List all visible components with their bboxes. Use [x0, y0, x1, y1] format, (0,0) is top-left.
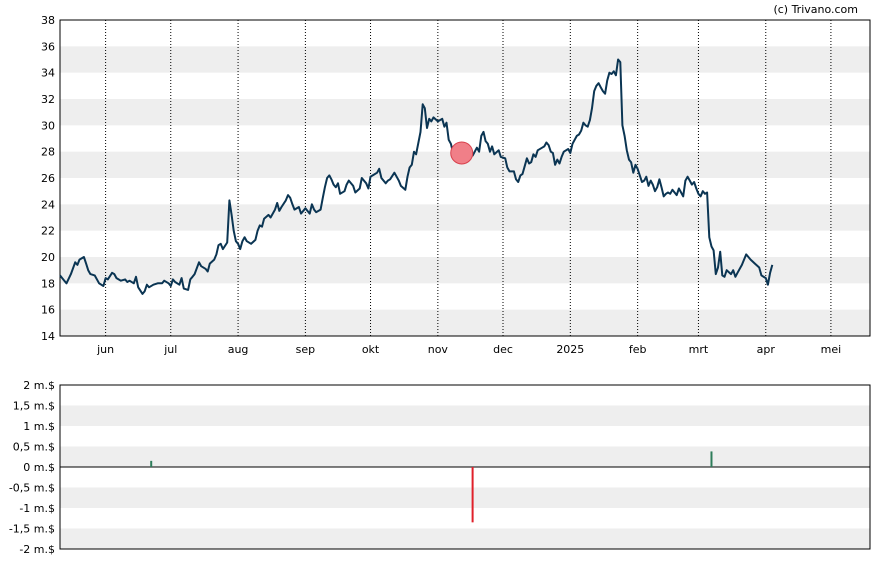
y-tick-label: -1,5 m.$ [9, 523, 55, 536]
y-tick-label: -1 m.$ [19, 502, 55, 515]
x-tick-label: mei [821, 343, 842, 356]
y-tick-label: -2 m.$ [19, 543, 55, 556]
y-tick-label: 36 [41, 40, 55, 53]
x-tick-label: aug [228, 343, 249, 356]
event-marker [450, 141, 474, 165]
x-tick-label: jul [163, 343, 177, 356]
grid-band [60, 528, 870, 549]
y-tick-label: 2 m.$ [23, 379, 55, 392]
grid-band [60, 204, 870, 231]
plot-frame [59, 19, 871, 337]
y-tick-label: 32 [41, 93, 55, 106]
y-tick-label: 0 m.$ [23, 461, 55, 474]
x-tick-label: sep [296, 343, 315, 356]
x-tick-label: feb [629, 343, 647, 356]
y-tick-label: 18 [41, 277, 55, 290]
x-tick-label: mrt [689, 343, 709, 356]
price-line-chart: 14 16 18 20 22 24 26 28 30 32 34 36 38 jun jul aug sep ok… [41, 14, 871, 356]
grid-band [60, 487, 870, 508]
x-tick-label: nov [428, 343, 449, 356]
y-tick-label: 14 [41, 330, 55, 343]
y-tick-label: 16 [41, 304, 55, 317]
y-tick-label: 26 [41, 172, 55, 185]
copyright-text: (c) Trivano.com [773, 3, 858, 16]
grid-band [60, 309, 870, 336]
y-tick-label: 28 [41, 146, 55, 159]
y-tick-label: 20 [41, 251, 55, 264]
y-tick-label: 22 [41, 225, 55, 238]
volume-bar-chart: 2 m.$ 1,5 m.$ 1 m.$ 0,5 m.$ 0 m.$ -0,5 m.$ -1 … [9, 379, 871, 556]
y-tick-label: 1,5 m.$ [13, 400, 55, 413]
price-series-line [59, 58, 774, 295]
y-tick-label: 0,5 m.$ [13, 441, 55, 454]
x-tick-label: apr [757, 343, 776, 356]
x-tick-label: okt [362, 343, 380, 356]
grid-band [60, 446, 870, 467]
y-tick-label: -0,5 m.$ [9, 482, 55, 495]
y-tick-label: 34 [41, 67, 55, 80]
grid-band [60, 46, 870, 73]
y-tick-label: 30 [41, 119, 55, 132]
plot-frame [59, 384, 871, 550]
grid-band [60, 99, 870, 126]
x-tick-label: dec [493, 343, 513, 356]
x-tick-label: 2025 [556, 343, 584, 356]
x-tick-label: jun [96, 343, 114, 356]
y-tick-label: 24 [41, 198, 55, 211]
y-tick-label: 38 [41, 14, 55, 27]
grid-band [60, 405, 870, 426]
y-tick-label: 1 m.$ [23, 420, 55, 433]
